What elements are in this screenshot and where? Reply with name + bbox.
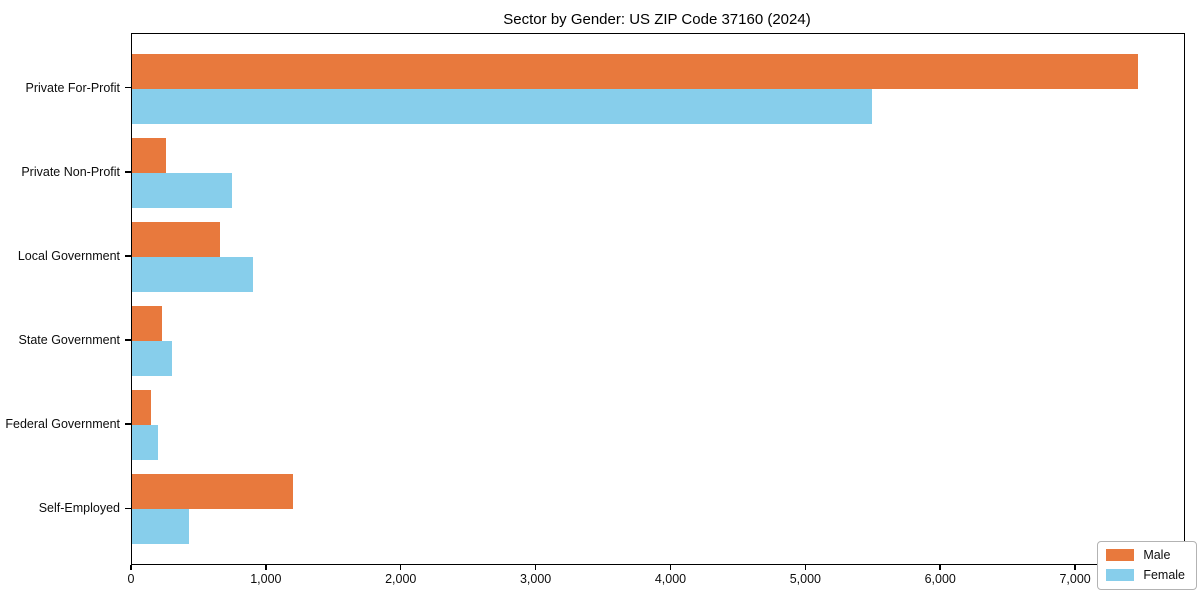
bar-male-private-for-profit (132, 53, 1139, 89)
x-tick-label-2000: 2,000 (385, 572, 417, 586)
bar-male-local-government (132, 221, 220, 257)
x-tick-5000 (804, 565, 807, 570)
x-tick-4000 (669, 565, 672, 570)
bar-male-self-employed (132, 474, 294, 510)
legend-entry-male: Male (1106, 548, 1185, 562)
x-tick-label-7000: 7,000 (1059, 572, 1091, 586)
y-label-federal-government: Federal Government (5, 417, 120, 432)
bar-male-state-government (132, 306, 163, 342)
x-tick-label-3000: 3,000 (519, 572, 552, 586)
x-tick-6000 (939, 565, 941, 570)
bar-female-local-government (132, 256, 253, 292)
x-tick-7000 (1074, 565, 1076, 570)
legend-entry-female: Female (1106, 568, 1185, 582)
y-label-private-for-profit: Private For-Profit (25, 80, 120, 95)
y-label-local-government: Local Government (17, 248, 120, 263)
plot-area (131, 33, 1185, 565)
x-tick-2000 (399, 565, 402, 570)
bar-male-private-non-profit (132, 137, 166, 173)
x-tick-3000 (534, 565, 537, 570)
x-tick-label-1000: 1,000 (250, 572, 282, 586)
x-tick-label-5000: 5,000 (789, 572, 821, 586)
x-tick-label-0: 0 (127, 572, 135, 586)
bar-female-self-employed (132, 509, 190, 545)
y-tick-state-government (125, 339, 132, 341)
bar-female-private-for-profit (132, 88, 873, 124)
y-tick-private-for-profit (125, 86, 132, 89)
y-tick-self-employed (125, 507, 132, 510)
legend-label-male: Male (1143, 548, 1171, 562)
bar-female-private-non-profit (132, 172, 232, 208)
y-label-self-employed: Self-Employed (38, 501, 120, 516)
x-tick-0 (130, 565, 132, 570)
legend-swatch-male (1106, 549, 1135, 561)
legend-label-female: Female (1143, 568, 1185, 582)
legend-swatch-female (1106, 569, 1135, 581)
y-label-state-government: State Government (18, 333, 120, 348)
x-tick-label-6000: 6,000 (924, 572, 956, 586)
y-tick-federal-government (125, 423, 132, 425)
chart-title: Sector by Gender: US ZIP Code 37160 (202… (503, 11, 811, 28)
y-tick-local-government (125, 255, 132, 257)
bar-female-state-government (132, 341, 173, 377)
y-label-private-non-profit: Private Non-Profit (21, 164, 120, 179)
bar-male-federal-government (132, 390, 151, 426)
x-tick-label-4000: 4,000 (654, 572, 687, 586)
y-tick-private-non-profit (125, 171, 132, 173)
legend: Male Female (1097, 541, 1197, 590)
x-tick-1000 (265, 565, 267, 570)
bar-female-federal-government (132, 425, 159, 461)
